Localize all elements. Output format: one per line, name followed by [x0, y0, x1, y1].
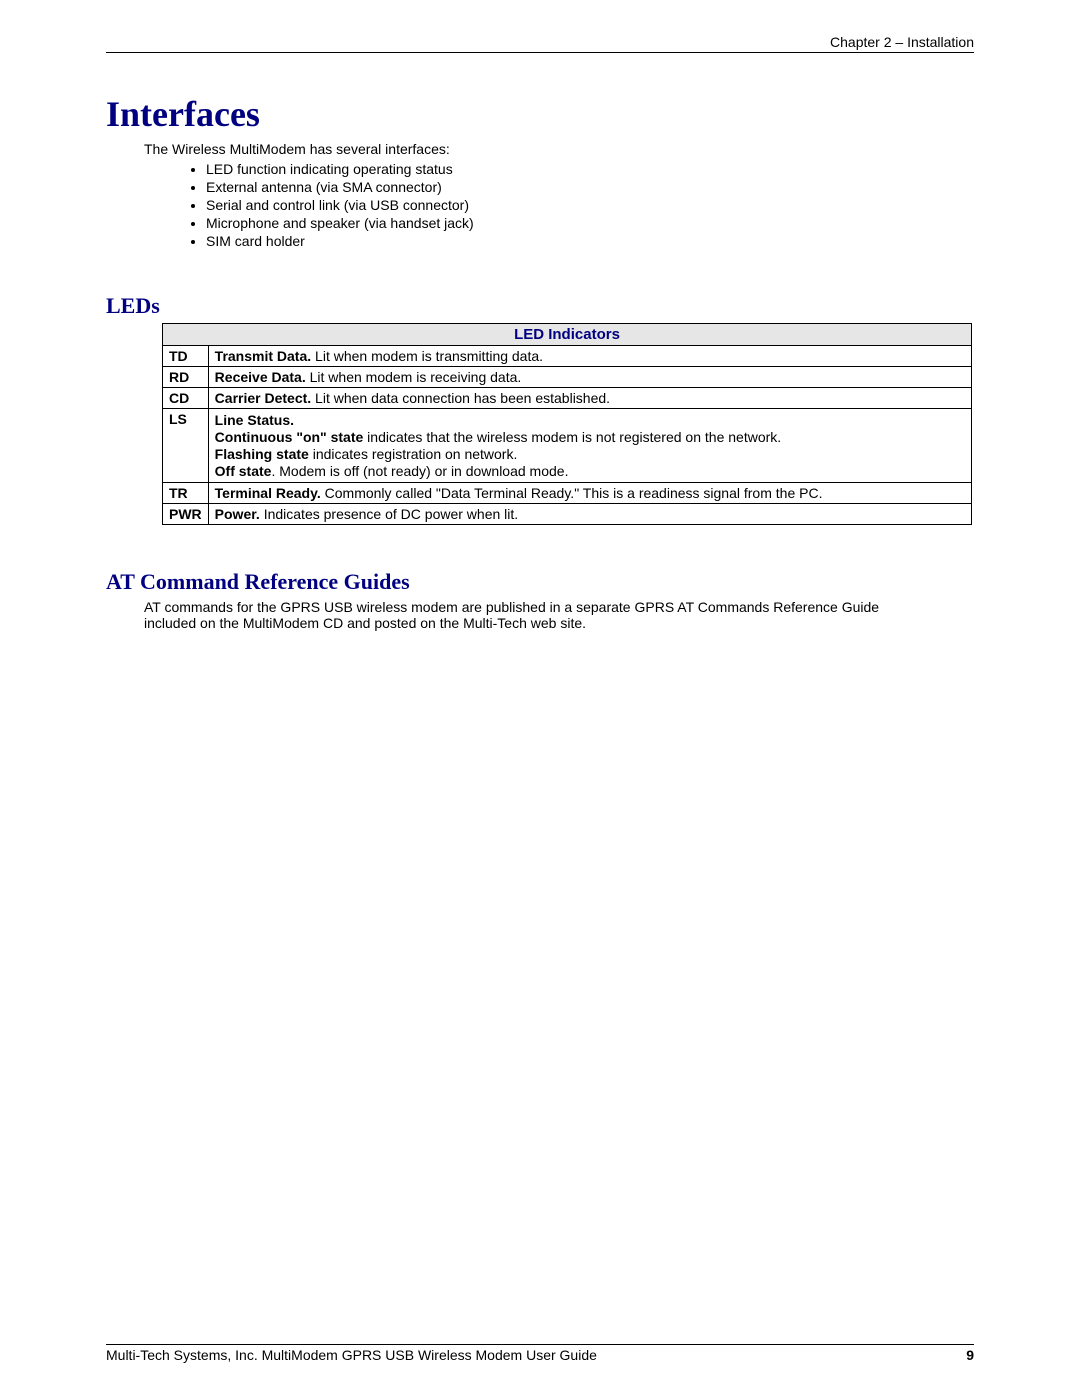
page-title: Interfaces — [106, 93, 974, 135]
table-header: LED Indicators — [163, 324, 972, 346]
interfaces-list: LED function indicating operating status… — [178, 161, 974, 249]
list-item: Microphone and speaker (via handset jack… — [206, 215, 974, 231]
document-page: Chapter 2 – Installation Interfaces The … — [0, 0, 1080, 1397]
footer-text: Multi-Tech Systems, Inc. MultiModem GPRS… — [106, 1347, 597, 1363]
led-code: RD — [163, 367, 209, 388]
chapter-label: Chapter 2 – Installation — [830, 34, 974, 50]
page-header: Chapter 2 – Installation — [106, 34, 974, 53]
led-code: TD — [163, 346, 209, 367]
led-description: Transmit Data. Lit when modem is transmi… — [208, 346, 971, 367]
table-row: TRTerminal Ready. Commonly called "Data … — [163, 483, 972, 504]
led-description: Terminal Ready. Commonly called "Data Te… — [208, 483, 971, 504]
led-code: PWR — [163, 504, 209, 525]
led-description: Receive Data. Lit when modem is receivin… — [208, 367, 971, 388]
intro-text: The Wireless MultiModem has several inte… — [144, 141, 974, 157]
at-guides-heading: AT Command Reference Guides — [106, 569, 974, 595]
led-code: TR — [163, 483, 209, 504]
led-description: Carrier Detect. Lit when data connection… — [208, 388, 971, 409]
list-item: External antenna (via SMA connector) — [206, 179, 974, 195]
page-footer: Multi-Tech Systems, Inc. MultiModem GPRS… — [106, 1344, 974, 1363]
led-indicators-table: LED Indicators TDTransmit Data. Lit when… — [162, 323, 972, 525]
led-code: LS — [163, 409, 209, 483]
table-row: TDTransmit Data. Lit when modem is trans… — [163, 346, 972, 367]
led-description: Power. Indicates presence of DC power wh… — [208, 504, 971, 525]
led-code: CD — [163, 388, 209, 409]
table-row: CDCarrier Detect. Lit when data connecti… — [163, 388, 972, 409]
leds-heading: LEDs — [106, 293, 974, 319]
page-number: 9 — [966, 1347, 974, 1363]
list-item: LED function indicating operating status — [206, 161, 974, 177]
table-row: RDReceive Data. Lit when modem is receiv… — [163, 367, 972, 388]
list-item: SIM card holder — [206, 233, 974, 249]
table-row: PWRPower. Indicates presence of DC power… — [163, 504, 972, 525]
led-description: Line Status.Continuous "on" state indica… — [208, 409, 971, 483]
list-item: Serial and control link (via USB connect… — [206, 197, 974, 213]
at-guides-text: AT commands for the GPRS USB wireless mo… — [144, 599, 924, 631]
table-row: LSLine Status.Continuous "on" state indi… — [163, 409, 972, 483]
